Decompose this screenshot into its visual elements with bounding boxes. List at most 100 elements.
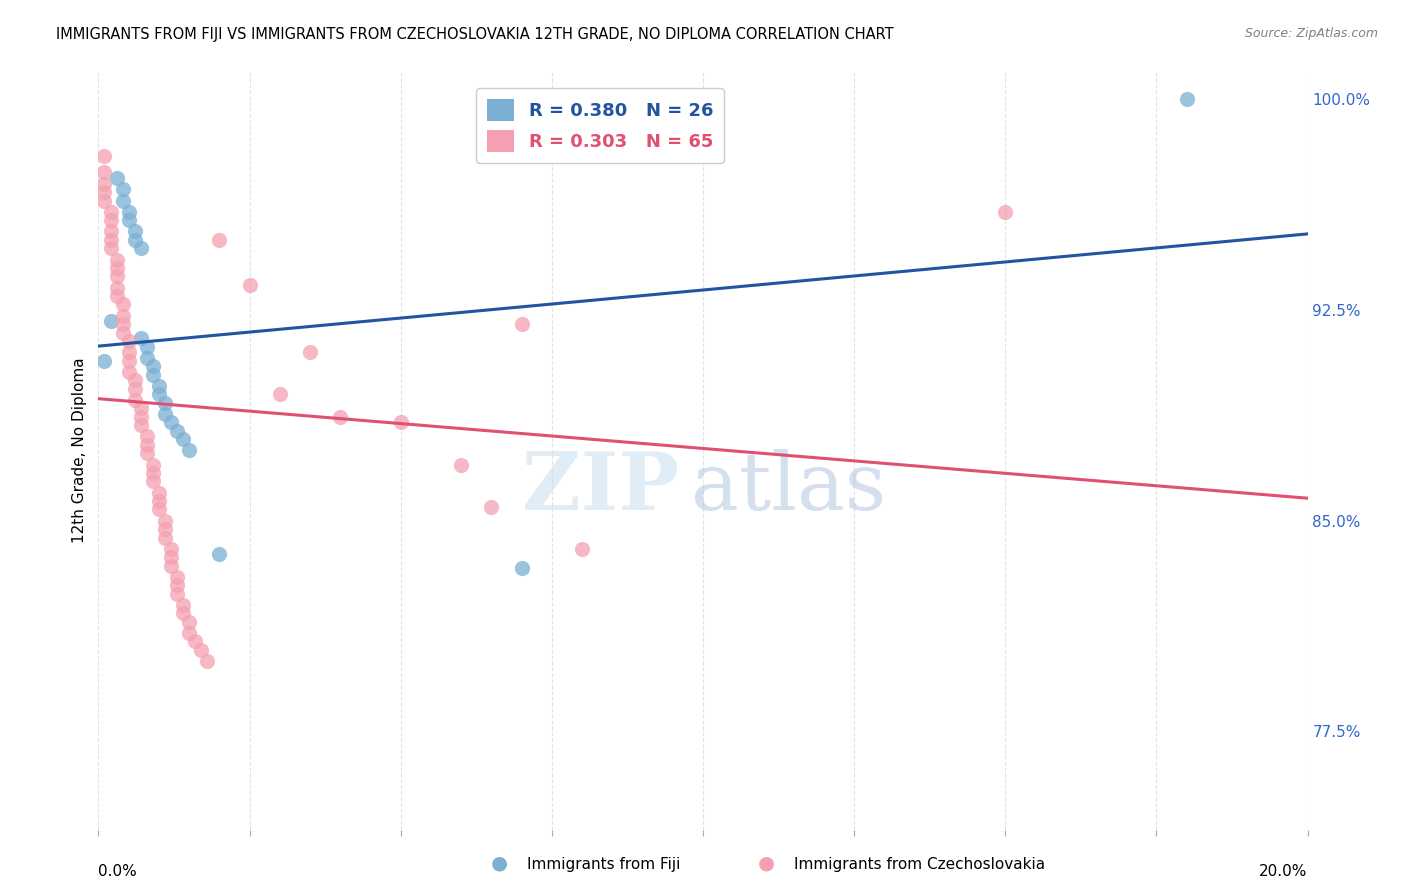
Point	[111, 297, 134, 311]
Point	[118, 345, 141, 359]
Point	[93, 185, 115, 199]
Point	[93, 353, 115, 368]
Point	[111, 182, 134, 196]
Point	[148, 494, 170, 508]
Point	[166, 587, 188, 601]
Text: ●: ●	[758, 854, 775, 872]
Point	[172, 598, 194, 612]
Point	[129, 331, 152, 345]
Point	[118, 334, 141, 348]
Point	[994, 204, 1017, 219]
Point	[118, 365, 141, 379]
Point	[111, 317, 134, 331]
Point	[148, 379, 170, 393]
Point	[166, 424, 188, 438]
Point	[129, 418, 152, 433]
Point	[129, 409, 152, 424]
Point	[135, 340, 157, 354]
Point	[135, 446, 157, 460]
Point	[510, 561, 533, 575]
Point	[111, 326, 134, 340]
Point	[450, 458, 472, 472]
Point	[481, 500, 503, 514]
Point	[129, 241, 152, 255]
Point	[105, 289, 128, 303]
Point	[142, 475, 165, 489]
Point	[148, 502, 170, 516]
Point	[93, 148, 115, 162]
Point	[105, 280, 128, 294]
Point	[142, 466, 165, 480]
Point	[239, 277, 262, 292]
Text: atlas: atlas	[690, 450, 886, 527]
Point	[208, 547, 231, 561]
Point	[160, 558, 183, 573]
Point	[329, 409, 352, 424]
Point	[105, 252, 128, 267]
Text: 20.0%: 20.0%	[1260, 863, 1308, 879]
Point	[195, 654, 218, 668]
Point	[100, 204, 122, 219]
Point	[135, 351, 157, 365]
Point	[118, 353, 141, 368]
Point	[148, 387, 170, 401]
Point	[166, 570, 188, 584]
Point	[124, 392, 146, 407]
Point	[160, 416, 183, 430]
Point	[100, 241, 122, 255]
Point	[153, 514, 176, 528]
Point	[389, 416, 412, 430]
Point	[100, 224, 122, 238]
Point	[166, 578, 188, 592]
Point	[184, 634, 207, 648]
Point	[1175, 92, 1198, 106]
Point	[510, 317, 533, 331]
Y-axis label: 12th Grade, No Diploma: 12th Grade, No Diploma	[72, 358, 87, 543]
Point	[160, 550, 183, 565]
Point	[142, 368, 165, 382]
Point	[118, 204, 141, 219]
Point	[153, 531, 176, 545]
Point	[124, 224, 146, 238]
Point	[160, 541, 183, 556]
Point	[142, 359, 165, 374]
Text: ZIP: ZIP	[522, 450, 679, 527]
Point	[190, 643, 212, 657]
Point	[299, 345, 322, 359]
Text: ●: ●	[491, 854, 508, 872]
Point	[208, 233, 231, 247]
Point	[179, 615, 201, 629]
Text: Source: ZipAtlas.com: Source: ZipAtlas.com	[1244, 27, 1378, 40]
Point	[153, 522, 176, 536]
Point	[105, 260, 128, 275]
Text: IMMIGRANTS FROM FIJI VS IMMIGRANTS FROM CZECHOSLOVAKIA 12TH GRADE, NO DIPLOMA CO: IMMIGRANTS FROM FIJI VS IMMIGRANTS FROM …	[56, 27, 894, 42]
Point	[105, 269, 128, 284]
Point	[571, 541, 593, 556]
Point	[93, 165, 115, 179]
Legend: R = 0.380   N = 26, R = 0.303   N = 65: R = 0.380 N = 26, R = 0.303 N = 65	[477, 88, 724, 162]
Text: Immigrants from Czechoslovakia: Immigrants from Czechoslovakia	[794, 857, 1046, 872]
Point	[135, 438, 157, 452]
Point	[129, 401, 152, 416]
Point	[269, 387, 291, 401]
Point	[111, 309, 134, 323]
Point	[179, 443, 201, 458]
Point	[172, 607, 194, 621]
Point	[100, 314, 122, 328]
Point	[105, 171, 128, 186]
Point	[100, 213, 122, 227]
Point	[124, 382, 146, 396]
Point	[93, 194, 115, 208]
Point	[153, 395, 176, 409]
Point	[124, 373, 146, 387]
Point	[111, 194, 134, 208]
Point	[124, 233, 146, 247]
Point	[148, 485, 170, 500]
Point	[135, 429, 157, 443]
Text: 0.0%: 0.0%	[98, 863, 138, 879]
Point	[93, 177, 115, 191]
Point	[179, 626, 201, 640]
Text: Immigrants from Fiji: Immigrants from Fiji	[527, 857, 681, 872]
Point	[142, 458, 165, 472]
Point	[153, 407, 176, 421]
